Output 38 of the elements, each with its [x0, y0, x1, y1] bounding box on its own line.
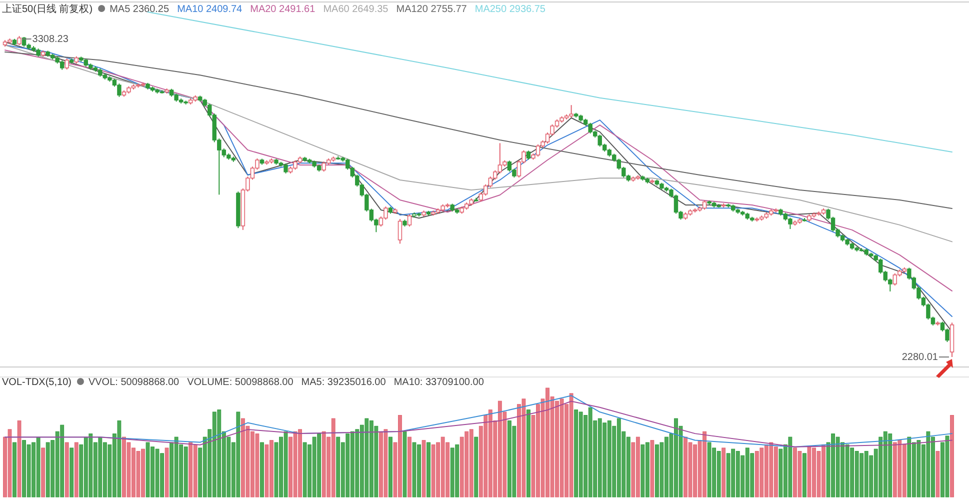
candlestick: [17, 36, 22, 46]
chart-title: 上证50(日线 前复权): [2, 3, 93, 15]
bar: [474, 436, 478, 498]
text: MA250 2936.75: [474, 4, 546, 15]
bar: [74, 442, 78, 498]
bar: [70, 448, 74, 498]
bar: [526, 410, 530, 498]
text: MA20 2491.61: [250, 4, 316, 15]
chart-title: VOL-TDX(5,10): [2, 377, 72, 388]
bar: [17, 420, 22, 498]
bar: [260, 442, 264, 498]
bar: [422, 440, 426, 498]
bar: [12, 442, 16, 498]
annotation: VOLUME: 50098868.00: [187, 377, 294, 388]
text: MA10 2409.74: [177, 4, 243, 15]
bar: [41, 448, 46, 498]
annotation: 2280.01: [902, 352, 938, 363]
annotation: VVOL: 50098868.00: [88, 377, 180, 388]
annotation: MA5: 39235016.00: [301, 377, 386, 388]
bar: [64, 442, 69, 498]
bar: [722, 448, 726, 498]
bar: [388, 436, 392, 498]
text: MA5 2360.25: [110, 4, 170, 15]
text: MA60 2649.35: [323, 4, 389, 15]
bar: [164, 448, 169, 498]
bar: [936, 450, 940, 498]
bar: [650, 440, 654, 498]
candlestick: [398, 218, 402, 244]
bar: [802, 453, 806, 498]
candlestick: [526, 150, 531, 160]
bar: [408, 436, 412, 498]
annotation: 3308.23: [32, 34, 69, 45]
annotation: MA10: 33709100.00: [394, 377, 484, 388]
text: MA120 2755.77: [396, 4, 468, 15]
candlestick: [64, 58, 69, 70]
bar: [426, 442, 430, 498]
bar: [950, 415, 954, 498]
bar: [402, 431, 407, 498]
